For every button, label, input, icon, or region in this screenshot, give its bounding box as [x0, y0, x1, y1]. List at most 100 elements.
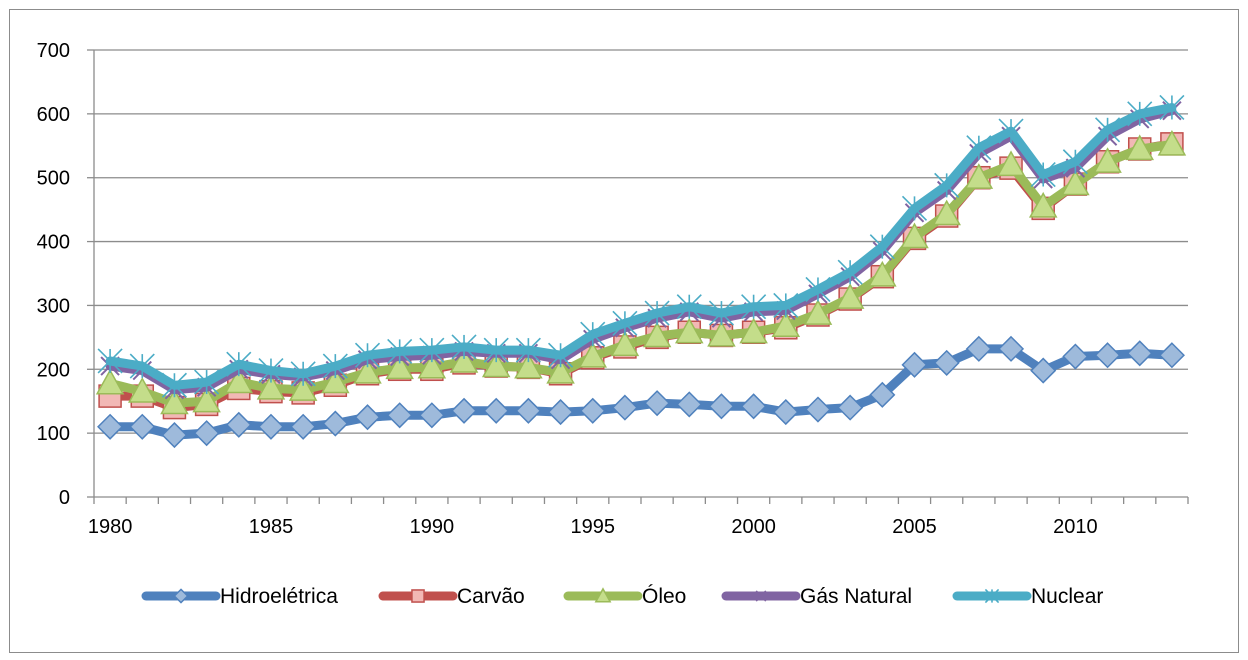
data-point-marker [418, 402, 445, 429]
series-line [105, 344, 1177, 440]
x-tick-label: 1985 [249, 516, 294, 538]
legend-label: Carvão [457, 585, 525, 608]
data-point-marker [225, 411, 252, 438]
data-point-marker [546, 357, 575, 384]
data-point-marker [1030, 357, 1057, 384]
legend-item: Nuclear [952, 585, 1103, 608]
y-tick-label: 400 [37, 232, 70, 254]
data-point-marker [173, 588, 189, 604]
y-tick-label: 700 [37, 40, 70, 62]
data-point-marker [934, 172, 960, 198]
data-point-marker [1093, 147, 1122, 173]
x-tick-label: 1995 [570, 516, 615, 538]
data-point-marker [1158, 342, 1185, 369]
data-point-marker [984, 588, 1000, 604]
data-point-marker [258, 357, 284, 384]
legend-label: Gás Natural [800, 585, 912, 608]
data-point-marker [901, 351, 928, 378]
data-point-marker [288, 375, 318, 401]
data-point-marker [1157, 129, 1187, 156]
data-point-marker [1061, 169, 1090, 196]
data-point-marker [515, 337, 541, 363]
data-point-marker [450, 397, 478, 424]
data-point-marker [610, 330, 640, 357]
data-point-marker [740, 393, 767, 420]
data-point-marker [127, 377, 157, 403]
data-point-marker [580, 321, 606, 347]
data-point-marker [97, 413, 124, 440]
data-point-marker [160, 388, 189, 415]
data-point-marker [161, 372, 188, 398]
data-point-marker [547, 399, 574, 426]
data-point-marker [1030, 161, 1056, 188]
data-point-marker [642, 321, 672, 348]
data-point-marker [385, 353, 414, 380]
data-point-marker [354, 404, 381, 431]
data-point-marker [611, 394, 638, 421]
data-point-marker [514, 352, 543, 379]
series-Óleo [95, 129, 1187, 415]
data-point-marker [354, 342, 381, 368]
data-point-marker [900, 222, 929, 249]
series-line [105, 103, 1177, 390]
data-point-marker [707, 320, 736, 347]
data-point-marker [1062, 149, 1088, 175]
data-point-marker [290, 361, 316, 387]
x-tick-label: 1980 [88, 516, 133, 538]
data-point-marker [708, 300, 735, 326]
x-tick-label: 2010 [1053, 516, 1098, 538]
legend: Hidroelétrica Carvão Óleo Gás Natural Nuclea… [141, 585, 1103, 608]
data-point-marker [1127, 101, 1153, 127]
y-tick-label: 600 [37, 104, 70, 126]
data-point-marker [644, 390, 671, 417]
data-point-marker [594, 587, 612, 603]
data-point-marker [772, 399, 799, 426]
data-point-marker [901, 195, 928, 221]
data-point-marker [483, 337, 509, 363]
data-point-marker [226, 351, 252, 377]
data-point-marker [322, 353, 348, 379]
data-point-marker [965, 335, 992, 362]
data-point-marker [97, 348, 123, 374]
data-point-marker [741, 294, 767, 320]
data-point-marker [771, 311, 801, 338]
data-point-marker [95, 368, 125, 395]
data-point-marker [804, 396, 832, 423]
data-point-marker [676, 391, 703, 418]
data-point-marker [996, 150, 1026, 177]
data-point-marker [161, 421, 188, 449]
series-line [105, 140, 1177, 408]
y-tick-label: 0 [59, 487, 70, 509]
data-point-marker [192, 386, 221, 413]
data-point-marker [193, 420, 220, 447]
data-point-marker [386, 402, 413, 429]
series-Nuclear [97, 94, 1185, 398]
data-point-marker [387, 338, 413, 364]
data-point-marker [964, 163, 994, 189]
data-point-marker [933, 349, 960, 376]
data-point-marker [1159, 94, 1185, 121]
y-tick-label: 200 [37, 359, 70, 381]
data-point-marker [515, 397, 542, 424]
axes: 0 100 200 300 400 500 600 700 1980 1985 1990 1995 20… [37, 40, 1189, 538]
series-layer [95, 94, 1187, 449]
data-point-marker [194, 369, 220, 395]
series-Hidroelétrica [97, 335, 1185, 449]
data-point-marker [932, 199, 961, 226]
data-point-marker [129, 413, 156, 440]
y-tick-label: 100 [37, 423, 70, 445]
data-point-marker [773, 292, 799, 318]
x-tick-label: 1990 [410, 516, 455, 538]
legend-label: Hidroelétrica [220, 585, 338, 608]
data-point-marker [708, 393, 735, 420]
data-point-marker [835, 283, 865, 309]
data-point-marker [837, 259, 863, 285]
data-point-marker [579, 397, 606, 424]
legend-item: Carvão [378, 585, 525, 608]
data-point-marker [129, 353, 155, 379]
legend-label: Óleo [642, 585, 686, 608]
data-point-marker [805, 276, 831, 303]
data-point-marker [321, 367, 350, 394]
legend-item: Gás Natural [721, 585, 912, 608]
